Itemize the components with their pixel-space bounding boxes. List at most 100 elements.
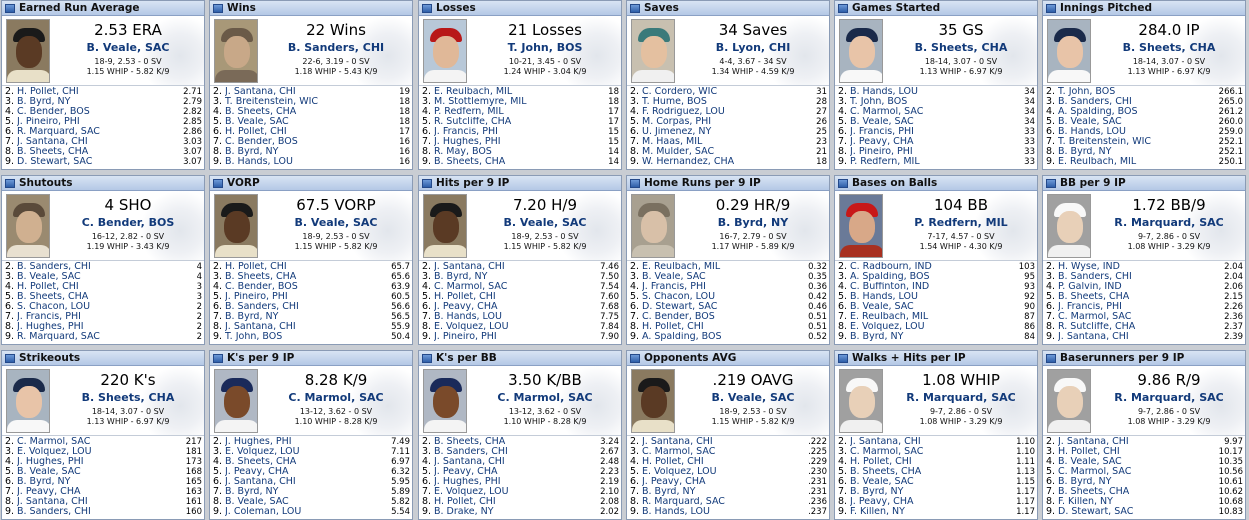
player-name[interactable]: J. Hughes, PHI — [17, 322, 84, 332]
player-name[interactable]: W. Hernandez, CHA — [642, 157, 735, 167]
player-name[interactable]: H. Pollet, CHI — [225, 262, 287, 272]
player-photo[interactable] — [631, 19, 675, 83]
player-name[interactable]: J. Peavy, CHA — [434, 302, 498, 312]
player-name[interactable]: E. Volquez, LOU — [642, 467, 717, 477]
leader-name[interactable]: R. Marquard, SAC — [1114, 216, 1224, 229]
panel-header[interactable]: K's per BB — [419, 351, 621, 366]
player-name[interactable]: B. Sheets, CHA — [225, 457, 297, 467]
leader-name[interactable]: B. Veale, SAC — [86, 41, 170, 54]
player-name[interactable]: B. Sheets, CHA — [434, 157, 506, 167]
player-name[interactable]: F. Rodriguez, LOU — [642, 107, 725, 117]
panel-header[interactable]: Hits per 9 IP — [419, 176, 621, 191]
player-name[interactable]: E. Volquez, LOU — [17, 447, 92, 457]
leader-name[interactable]: B. Sheets, CHA — [81, 391, 175, 404]
player-name[interactable]: H. Pollet, CHI — [225, 127, 287, 137]
player-name[interactable]: C. Marmol, SAC — [1058, 467, 1132, 477]
panel-header[interactable]: Games Started — [835, 1, 1037, 16]
player-name[interactable]: J. Peavy, CHA — [850, 137, 914, 147]
player-name[interactable]: J. Santana, CHI — [1058, 437, 1129, 447]
player-name[interactable]: B. Veale, SAC — [642, 272, 706, 282]
player-name[interactable]: B. Veale, SAC — [17, 467, 81, 477]
player-name[interactable]: D. Stewart, SAC — [17, 157, 93, 167]
player-name[interactable]: J. Francis, PHI — [1058, 302, 1122, 312]
player-name[interactable]: C. Cordero, WIC — [642, 87, 718, 97]
player-photo[interactable] — [214, 194, 258, 258]
player-name[interactable]: B. Byrd, NY — [1058, 477, 1112, 487]
player-name[interactable]: B. Byrd, NY — [850, 487, 904, 497]
player-name[interactable]: M. Corpas, PHI — [642, 117, 712, 127]
player-name[interactable]: E. Reulbach, MIL — [434, 87, 513, 97]
player-photo[interactable] — [6, 369, 50, 433]
leader-name[interactable]: C. Bender, BOS — [81, 216, 175, 229]
player-name[interactable]: C. Bender, BOS — [642, 312, 715, 322]
player-name[interactable]: J. Hughes, PHI — [225, 437, 292, 447]
player-name[interactable]: E. Reulbach, MIL — [642, 262, 721, 272]
player-name[interactable]: J. Francis, PHI — [17, 312, 81, 322]
leader-name[interactable]: P. Redfern, MIL — [914, 216, 1008, 229]
player-name[interactable]: B. Byrd, NY — [225, 147, 279, 157]
player-name[interactable]: J. Peavy, CHA — [850, 497, 914, 507]
player-name[interactable]: T. John, BOS — [850, 97, 908, 107]
player-photo[interactable] — [839, 194, 883, 258]
player-name[interactable]: J. Francis, PHI — [434, 127, 498, 137]
player-name[interactable]: H. Pollet, CHI — [17, 87, 79, 97]
player-name[interactable]: J. Santana, CHI — [225, 87, 296, 97]
player-name[interactable]: F. Killen, NY — [1058, 497, 1113, 507]
player-name[interactable]: B. Hands, LOU — [434, 312, 502, 322]
player-name[interactable]: J. Santana, CHI — [850, 437, 921, 447]
panel-header[interactable]: Bases on Balls — [835, 176, 1037, 191]
player-name[interactable]: D. Stewart, SAC — [1058, 507, 1134, 517]
player-name[interactable]: B. Veale, SAC — [1058, 457, 1122, 467]
player-name[interactable]: A. Spalding, BOS — [1058, 107, 1138, 117]
panel-header[interactable]: Earned Run Average — [2, 1, 204, 16]
player-name[interactable]: S. Chacon, LOU — [642, 292, 716, 302]
panel-header[interactable]: Wins — [210, 1, 412, 16]
player-name[interactable]: P. Redfern, MIL — [434, 107, 504, 117]
player-name[interactable]: B. Sanders, CHI — [225, 302, 299, 312]
player-photo[interactable] — [6, 19, 50, 83]
player-name[interactable]: H. Pollet, CHI — [850, 457, 912, 467]
player-photo[interactable] — [631, 194, 675, 258]
player-photo[interactable] — [839, 369, 883, 433]
player-name[interactable]: J. Santana, CHI — [434, 262, 505, 272]
player-name[interactable]: T. Hume, BOS — [642, 97, 707, 107]
player-name[interactable]: T. John, BOS — [1058, 87, 1116, 97]
panel-header[interactable]: VORP — [210, 176, 412, 191]
player-name[interactable]: B. Byrd, NY — [17, 477, 71, 487]
player-name[interactable]: J. Peavy, CHA — [642, 477, 706, 487]
player-photo[interactable] — [214, 369, 258, 433]
player-name[interactable]: B. Byrd, NY — [225, 312, 279, 322]
player-name[interactable]: B. Sheets, CHA — [434, 437, 506, 447]
player-photo[interactable] — [1047, 369, 1091, 433]
player-name[interactable]: B. Byrd, NY — [642, 487, 696, 497]
player-name[interactable]: J. Peavy, CHA — [225, 467, 289, 477]
leader-name[interactable]: B. Sanders, CHI — [287, 41, 385, 54]
player-name[interactable]: H. Pollet, CHI — [17, 282, 79, 292]
panel-header[interactable]: Innings Pitched — [1043, 1, 1245, 16]
leader-name[interactable]: B. Sheets, CHA — [1122, 41, 1216, 54]
player-name[interactable]: B. Veale, SAC — [225, 117, 289, 127]
player-name[interactable]: J. Santana, CHI — [434, 457, 505, 467]
player-name[interactable]: J. Pineiro, PHI — [434, 332, 497, 342]
player-name[interactable]: J. Santana, CHI — [17, 137, 88, 147]
leader-name[interactable]: C. Marmol, SAC — [497, 391, 593, 404]
player-photo[interactable] — [6, 194, 50, 258]
player-name[interactable]: B. Sanders, CHI — [17, 262, 91, 272]
player-name[interactable]: C. Bender, BOS — [17, 107, 90, 117]
player-name[interactable]: R. Marquard, SAC — [17, 127, 100, 137]
player-name[interactable]: H. Pollet, CHI — [642, 457, 704, 467]
player-name[interactable]: H. Pollet, CHI — [434, 497, 496, 507]
player-name[interactable]: P. Redfern, MIL — [850, 157, 920, 167]
player-name[interactable]: A. Spalding, BOS — [850, 272, 930, 282]
player-name[interactable]: B. Sanders, CHI — [17, 507, 91, 517]
player-name[interactable]: B. Byrd, NY — [850, 332, 904, 342]
player-name[interactable]: J. Coleman, LOU — [225, 507, 302, 517]
player-name[interactable]: J. Hughes, PHI — [17, 457, 84, 467]
player-name[interactable]: E. Volquez, LOU — [225, 447, 300, 457]
player-name[interactable]: J. Santana, CHI — [225, 477, 296, 487]
panel-header[interactable]: Baserunners per 9 IP — [1043, 351, 1245, 366]
player-photo[interactable] — [214, 19, 258, 83]
player-name[interactable]: B. Veale, SAC — [850, 477, 914, 487]
player-name[interactable]: U. Jimenez, NY — [642, 127, 712, 137]
player-name[interactable]: C. Marmol, SAC — [850, 107, 924, 117]
